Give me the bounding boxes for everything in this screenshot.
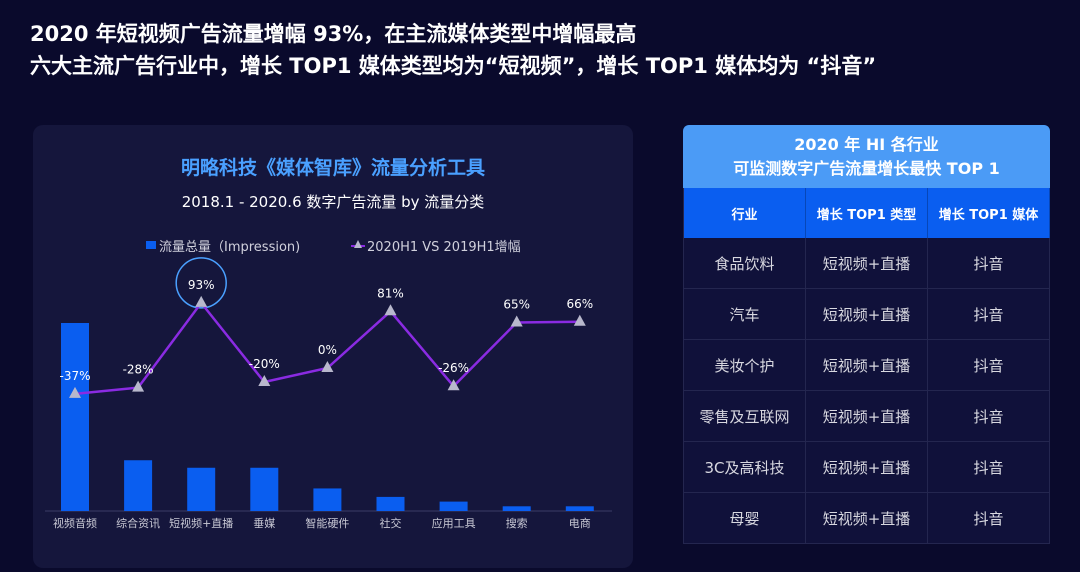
x-tick-label: 应用工具 <box>432 516 476 530</box>
cell-media: 抖音 <box>928 238 1050 288</box>
cell-type: 短视频+直播 <box>806 289 928 339</box>
cell-type: 短视频+直播 <box>806 391 928 441</box>
column-header-media: 增长 TOP1 媒体 <box>928 188 1050 238</box>
x-tick-label: 社交 <box>380 516 402 530</box>
growth-point-5 <box>384 304 397 316</box>
cell-industry: 汽车 <box>683 289 806 339</box>
table-row: 母婴 短视频+直播 抖音 <box>683 493 1050 544</box>
headline-line-1: 2020 年短视频广告流量增幅 93%，在主流媒体类型中增幅最高 <box>30 22 637 46</box>
legend-bar-swatch <box>146 241 156 249</box>
x-tick-label: 综合资讯 <box>116 516 160 530</box>
table-row: 汽车 短视频+直播 抖音 <box>683 289 1050 340</box>
growth-point-3 <box>258 375 271 386</box>
bar-8 <box>565 506 594 511</box>
top1-table: 2020 年 HI 各行业 可监测数字广告流量增长最快 TOP 1 行业 增长 … <box>683 125 1050 544</box>
cell-industry: 美妆个护 <box>683 340 806 390</box>
legend-line-label: 2020H1 VS 2019H1增幅 <box>367 240 521 255</box>
growth-data-label: -20% <box>249 357 280 371</box>
growth-data-label: 65% <box>503 298 530 312</box>
growth-point-6 <box>447 379 460 391</box>
cell-media: 抖音 <box>928 493 1050 543</box>
cell-media: 抖音 <box>928 391 1050 441</box>
bar-1 <box>124 460 153 511</box>
column-header-type: 增长 TOP1 类型 <box>806 188 928 238</box>
cell-industry: 3C及高科技 <box>683 442 806 492</box>
cell-media: 抖音 <box>928 340 1050 390</box>
chart-svg: 视频音频 综合资讯 短视频+直播 垂媒 智能硬件 社交 应用工具 搜索 电商 -37% -28% 93… <box>45 240 612 530</box>
legend-bar-label: 流量总量（Impression) <box>159 240 300 255</box>
table-row: 3C及高科技 短视频+直播 抖音 <box>683 442 1050 493</box>
bar-3 <box>250 467 279 511</box>
growth-data-label: -37% <box>59 369 90 383</box>
growth-data-label: 66% <box>566 297 593 311</box>
cell-type: 短视频+直播 <box>806 493 928 543</box>
table-row: 零售及互联网 短视频+直播 抖音 <box>683 391 1050 442</box>
table-title-line-2: 可监测数字广告流量增长最快 TOP 1 <box>733 158 1000 178</box>
cell-type: 短视频+直播 <box>806 340 928 390</box>
bar-6 <box>439 501 468 511</box>
column-header-industry: 行业 <box>683 188 806 238</box>
cell-media: 抖音 <box>928 289 1050 339</box>
x-tick-label: 电商 <box>569 516 591 530</box>
growth-point-2 <box>195 295 208 307</box>
growth-data-label: 81% <box>377 286 404 300</box>
table-title-line-1: 2020 年 HI 各行业 <box>794 134 939 154</box>
growth-data-label: 93% <box>188 278 215 292</box>
growth-point-0 <box>69 386 81 398</box>
table-header-row: 行业 增长 TOP1 类型 增长 TOP1 媒体 <box>683 188 1050 238</box>
growth-data-label: -28% <box>123 363 154 377</box>
growth-point-1 <box>132 380 145 392</box>
x-tick-label: 搜索 <box>506 516 528 530</box>
table-row: 食品饮料 短视频+直播 抖音 <box>683 238 1050 289</box>
growth-point-8 <box>573 314 586 326</box>
cell-industry: 食品饮料 <box>683 238 806 288</box>
growth-data-label: -26% <box>438 361 469 375</box>
growth-point-4 <box>321 361 334 372</box>
legend-triangle-icon <box>354 240 362 248</box>
cell-type: 短视频+直播 <box>806 442 928 492</box>
table-row: 美妆个护 短视频+直播 抖音 <box>683 340 1050 391</box>
bar-0 <box>61 323 89 511</box>
cell-type: 短视频+直播 <box>806 238 928 288</box>
bar-4 <box>313 488 342 511</box>
cell-media: 抖音 <box>928 442 1050 492</box>
chart-panel: 明略科技《媒体智库》流量分析工具 2018.1 - 2020.6 数字广告流量 … <box>33 125 633 568</box>
x-tick-label: 短视频+直播 <box>169 516 233 530</box>
bar-5 <box>376 496 405 511</box>
bar-2 <box>187 467 216 511</box>
x-tick-label: 视频音频 <box>53 516 97 530</box>
growth-data-label: 0% <box>318 343 337 357</box>
cell-industry: 母婴 <box>683 493 806 543</box>
growth-point-7 <box>510 315 523 327</box>
bar-7 <box>502 506 531 511</box>
highlight-circle <box>175 257 227 309</box>
x-tick-label: 垂媒 <box>253 517 275 530</box>
cell-industry: 零售及互联网 <box>683 391 806 441</box>
table-title: 2020 年 HI 各行业 可监测数字广告流量增长最快 TOP 1 <box>683 125 1050 188</box>
headline-line-2: 六大主流广告行业中，增长 TOP1 媒体类型均为“短视频”，增长 TOP1 媒体… <box>30 54 877 78</box>
chart-title: 明略科技《媒体智库》流量分析工具 <box>180 157 485 179</box>
chart-subtitle: 2018.1 - 2020.6 数字广告流量 by 流量分类 <box>181 193 485 211</box>
x-tick-label: 智能硬件 <box>305 516 349 530</box>
